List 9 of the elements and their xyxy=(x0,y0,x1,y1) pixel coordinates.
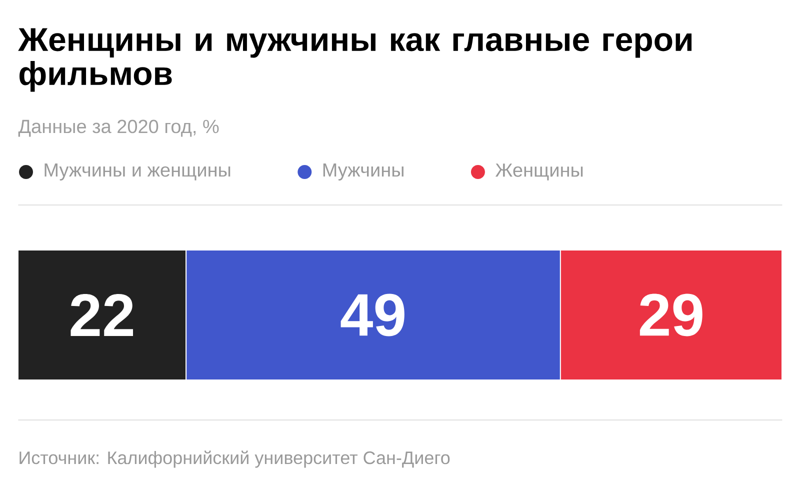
legend-label: Мужчины xyxy=(323,163,404,180)
chart-title: Женщины и мужчины как главные герои фильмов xyxy=(18,28,692,92)
data-label: 49 xyxy=(340,294,404,336)
data-label: 22 xyxy=(70,294,134,336)
chart-subtitle: Данные за 2020 год, % xyxy=(18,120,219,137)
legend-label: Женщины xyxy=(495,164,583,180)
text: Источник: Калифорнийский университет Сан-Диего xyxy=(20,450,450,468)
legend-label: Мужчины и женщины xyxy=(44,163,230,180)
data-label: 29 xyxy=(640,294,702,336)
